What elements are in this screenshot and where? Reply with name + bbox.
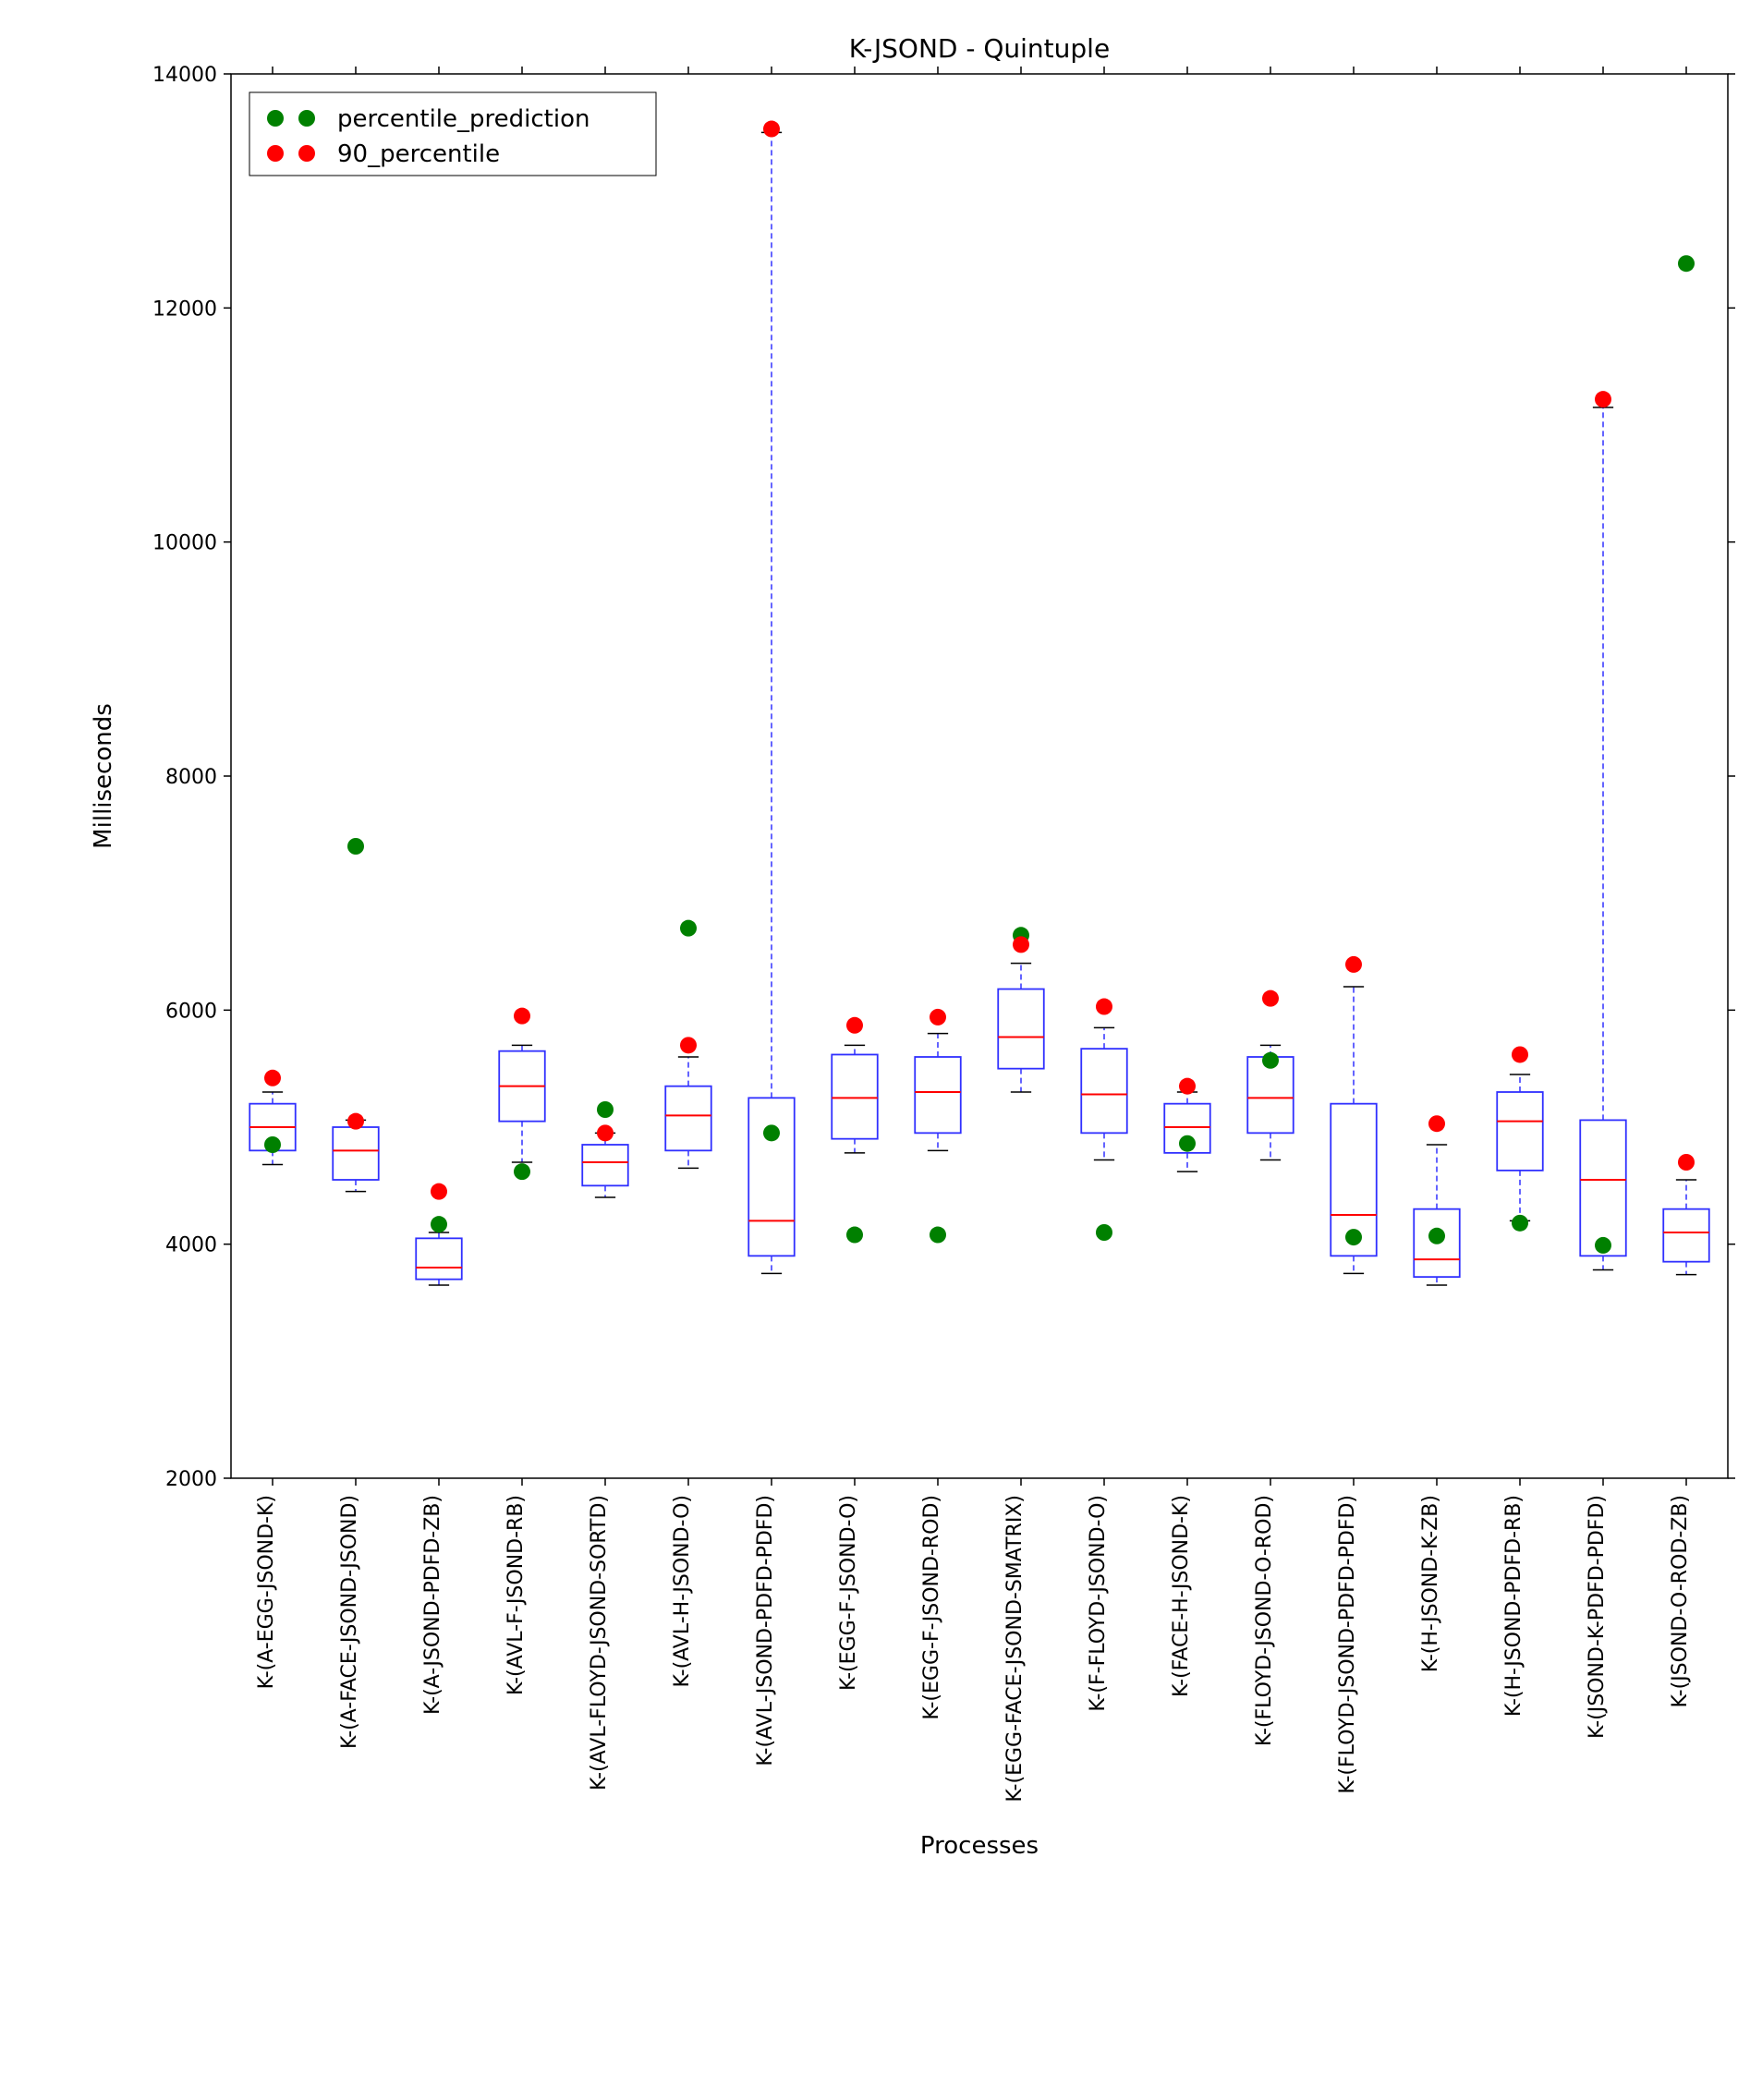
p90-marker: [347, 1113, 364, 1130]
x-tick-label: K-(JSOND-K-PDFD-PDFD): [1586, 1495, 1609, 1739]
x-axis-label: Processes: [920, 1832, 1039, 1860]
legend-marker: [298, 145, 315, 162]
x-tick-label: K-(EGG-F-JSOND-O): [837, 1495, 860, 1691]
x-tick-label: K-(H-JSOND-PDFD-RB): [1502, 1495, 1525, 1717]
p90-marker: [1595, 391, 1611, 407]
chart-title: K-JSOND - Quintuple: [849, 33, 1110, 64]
y-tick-label: 14000: [152, 64, 217, 87]
p90-marker: [1096, 999, 1112, 1015]
percentile-prediction-marker: [1428, 1228, 1445, 1244]
percentile-prediction-marker: [1512, 1215, 1528, 1232]
x-tick-label: K-(FACE-H-JSOND-K): [1170, 1495, 1193, 1697]
percentile-prediction-marker: [680, 920, 697, 937]
percentile-prediction-marker: [431, 1216, 447, 1232]
y-tick-label: 6000: [165, 1000, 217, 1023]
p90-marker: [597, 1124, 614, 1141]
percentile-prediction-marker: [514, 1163, 530, 1180]
percentile-prediction-marker: [1262, 1052, 1279, 1069]
percentile-prediction-marker: [1345, 1229, 1362, 1245]
p90-marker: [763, 121, 780, 138]
x-tick-label: K-(A-JSOND-PDFD-ZB): [421, 1495, 444, 1715]
legend-label: 90_percentile: [337, 140, 500, 168]
legend-label: percentile_prediction: [337, 105, 589, 133]
p90-marker: [514, 1008, 530, 1025]
legend-marker: [267, 110, 284, 127]
x-tick-label: K-(FLOYD-JSOND-O-ROD): [1253, 1495, 1276, 1746]
x-tick-label: K-(H-JSOND-K-ZB): [1419, 1495, 1442, 1672]
percentile-prediction-marker: [1595, 1237, 1611, 1254]
p90-marker: [1262, 990, 1279, 1007]
p90-marker: [1428, 1115, 1445, 1132]
percentile-prediction-marker: [1678, 255, 1695, 272]
x-tick-label: K-(AVL-JSOND-PDFD-PDFD): [754, 1495, 777, 1766]
p90-marker: [1179, 1078, 1196, 1095]
x-tick-label: K-(FLOYD-JSOND-PDFD-PDFD): [1336, 1495, 1359, 1794]
percentile-prediction-marker: [347, 838, 364, 855]
percentile-prediction-marker: [264, 1136, 281, 1153]
y-tick-label: 4000: [165, 1234, 217, 1257]
x-tick-label: K-(AVL-F-JSOND-RB): [504, 1495, 528, 1695]
p90-marker: [1345, 956, 1362, 973]
percentile-prediction-marker: [930, 1227, 946, 1244]
p90-marker: [431, 1184, 447, 1200]
y-tick-label: 12000: [152, 297, 217, 321]
x-tick-label: K-(EGG-FACE-JSOND-SMATRIX): [1003, 1495, 1027, 1803]
x-tick-label: K-(AVL-FLOYD-JSOND-SORTD): [588, 1495, 611, 1790]
y-tick-label: 10000: [152, 532, 217, 555]
x-tick-label: K-(JSOND-O-ROD-ZB): [1669, 1495, 1692, 1707]
x-tick-label: K-(F-FLOYD-JSOND-O): [1087, 1495, 1110, 1712]
y-axis-label: Milliseconds: [90, 703, 117, 849]
percentile-prediction-marker: [1096, 1224, 1112, 1241]
percentile-prediction-marker: [846, 1227, 863, 1244]
chart-container: 2000 4000 6000 8000 10000 12000 14000 K-(A-EGG-…: [18, 18, 1738, 2082]
percentile-prediction-marker: [763, 1124, 780, 1141]
p90-marker: [930, 1009, 946, 1026]
x-tick-label: K-(A-EGG-JSOND-K): [255, 1495, 278, 1689]
p90-marker: [846, 1017, 863, 1034]
p90-marker: [1013, 936, 1029, 953]
x-tick-label: K-(AVL-H-JSOND-O): [671, 1495, 694, 1687]
legend-marker: [267, 145, 284, 162]
p90-marker: [264, 1070, 281, 1086]
y-tick-label: 8000: [165, 766, 217, 789]
p90-marker: [1678, 1154, 1695, 1171]
p90-marker: [680, 1037, 697, 1053]
percentile-prediction-marker: [597, 1101, 614, 1118]
legend-marker: [298, 110, 315, 127]
x-tick-label: K-(A-FACE-JSOND-JSOND): [338, 1495, 361, 1749]
p90-marker: [1512, 1046, 1528, 1062]
y-tick-label: 2000: [165, 1468, 217, 1491]
chart-svg: 2000 4000 6000 8000 10000 12000 14000 K-(A-EGG-…: [18, 18, 1738, 2082]
percentile-prediction-marker: [1179, 1135, 1196, 1152]
x-tick-label: K-(EGG-F-JSOND-ROD): [920, 1495, 943, 1720]
